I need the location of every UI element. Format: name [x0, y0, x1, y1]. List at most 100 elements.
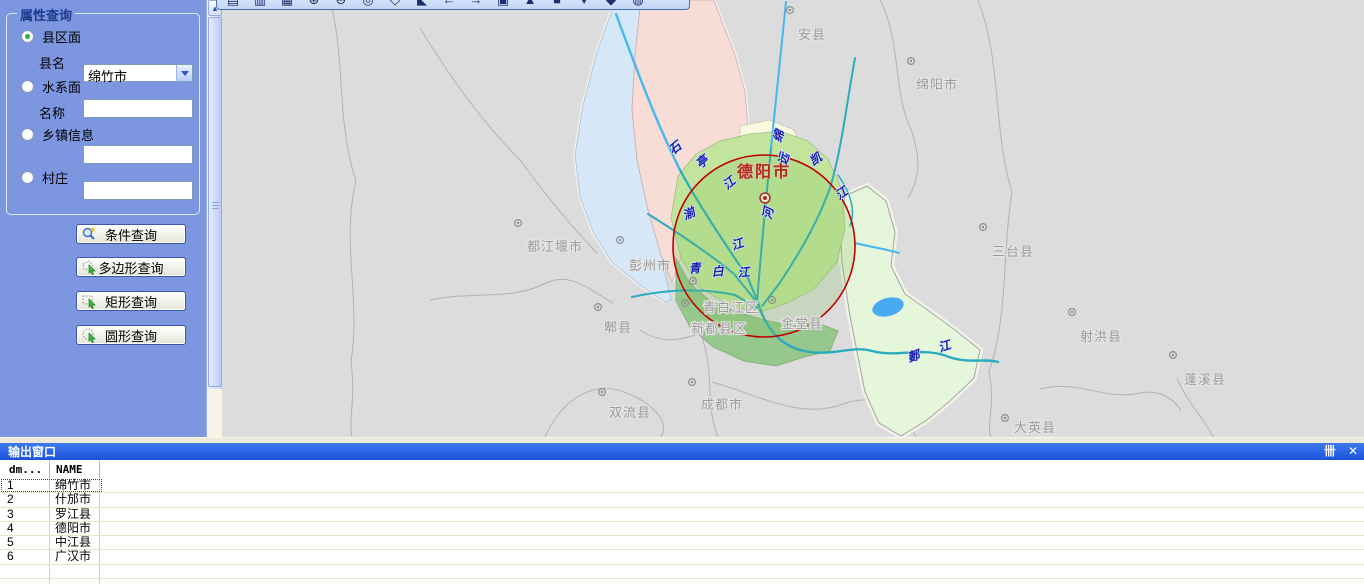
rect-select-icon [81, 293, 97, 309]
magnifier-query-icon [81, 226, 97, 242]
city-label: 成都市 [701, 397, 743, 412]
row-number: 1 [7, 478, 14, 492]
city-label: 金堂县 [781, 316, 823, 331]
city-marker-icon [687, 378, 696, 387]
zoom-out-icon[interactable]: ⊖ [333, 0, 349, 9]
result-region-south[interactable] [675, 257, 839, 367]
polygon-query-button[interactable]: 多边形查询 [76, 257, 186, 277]
print-icon[interactable]: ▼ [576, 0, 592, 9]
output-titlebar: 输出窗口 卌 ✕ [0, 443, 1364, 460]
circle-select-icon [81, 327, 97, 343]
circle-query-button[interactable]: 圆形查询 [76, 325, 186, 345]
town-input[interactable] [83, 145, 193, 164]
water-name-input[interactable] [83, 99, 193, 118]
identify-icon[interactable]: ▣ [495, 0, 511, 9]
selected-city-group: 德阳市 [737, 162, 789, 204]
prev-view-icon[interactable]: ← [441, 0, 457, 9]
output-title: 输出窗口 [8, 445, 57, 459]
table-row[interactable] [0, 579, 1364, 584]
city-label: 绵阳市 [916, 77, 958, 92]
table-row[interactable]: 5 中江县 [0, 535, 1364, 551]
condition-query-button[interactable]: 条件查询 [76, 224, 186, 244]
city-marker-icon [597, 388, 606, 397]
table-row[interactable]: 4 德阳市 [0, 521, 1364, 537]
table-row[interactable] [0, 565, 1364, 580]
table-row[interactable]: 6 广汉市 [0, 549, 1364, 565]
city-marker-icon [680, 299, 689, 308]
selection-focus-rect [1, 479, 102, 492]
output-window: 输出窗口 卌 ✕ dm... NAME 1 绵竹市 2 什邡市 3 罗江县 4 德阳市 5 中江县… [0, 443, 1364, 584]
radio-row-village[interactable]: 村庄 [21, 168, 68, 187]
city-marker-icon [785, 5, 794, 15]
save-icon[interactable]: ◆ [603, 0, 619, 9]
radio-row-county[interactable]: 县区面 [21, 27, 81, 46]
river-label: 青 [688, 261, 703, 276]
map-canvas[interactable]: 石亭江绵远河凯江湔江青白江郪江 安县 绵阳市 三台县 射洪县 蓬溪县 大英县 都江堰市 彭州市… [222, 0, 1364, 440]
row-name: 广汉市 [55, 549, 92, 564]
panel-scrollbar[interactable]: ▲ [206, 0, 222, 437]
city-markers [513, 5, 1177, 423]
city-label: 大英县 [1014, 420, 1056, 435]
grid-table-icon[interactable]: ▦ [279, 0, 295, 9]
condition-query-label: 条件查询 [104, 227, 157, 243]
combo-dropdown-button[interactable] [176, 65, 192, 81]
row-name: 绵竹市 [55, 478, 92, 492]
city-label: 双流县 [609, 405, 651, 420]
pan-hand-icon[interactable]: ◇ [387, 0, 403, 9]
circle-query-overlay[interactable] [672, 154, 856, 338]
zoom-in-icon[interactable]: ⊕ [306, 0, 322, 9]
city-label: 彭州市 [629, 258, 671, 273]
horizontal-splitter[interactable] [0, 437, 1364, 443]
map-toolbar: ▤ ▥ ▦ ⊕ ⊖ ◎ ◇ ◣ ← → ▣ ▲ ■ ▼ ◆ ◍ [216, 0, 690, 10]
table-header: dm... NAME [0, 463, 1364, 478]
row-number: 2 [7, 492, 14, 507]
ruler-grid-icon[interactable]: ▥ [252, 0, 268, 9]
city-marker-icon [767, 296, 776, 305]
county-name-combobox[interactable]: 绵竹市 [83, 64, 193, 84]
village-radio-label: 村庄 [42, 171, 69, 186]
city-marker-icon [615, 236, 624, 245]
column-header-dm[interactable]: dm... [9, 463, 43, 476]
city-label: 都江堰市 [527, 239, 583, 254]
river-label: 白 [711, 264, 725, 279]
table-row[interactable]: 1 绵竹市 [0, 478, 1364, 494]
refresh-icon[interactable]: ◍ [630, 0, 646, 9]
water-radio-label: 水系面 [42, 80, 82, 95]
scrollbar-thumb[interactable] [208, 17, 222, 387]
town-radio-label: 乡镇信息 [42, 128, 95, 143]
village-radio[interactable] [21, 171, 34, 184]
rect-query-button[interactable]: 矩形查询 [76, 291, 186, 311]
pin-icon[interactable]: 卌 [1323, 444, 1336, 458]
next-view-icon[interactable]: → [468, 0, 484, 9]
city-marker-icon [513, 219, 522, 228]
radio-row-town[interactable]: 乡镇信息 [21, 125, 94, 144]
select-arrow-icon[interactable]: ◣ [414, 0, 430, 9]
county-radio-label: 县区面 [42, 30, 82, 45]
water-radio[interactable] [21, 80, 34, 93]
close-icon[interactable]: ✕ [1347, 444, 1358, 458]
row-number: 5 [7, 535, 14, 550]
zoom-window-icon[interactable]: ◎ [360, 0, 376, 9]
map-svg: 石亭江绵远河凯江湔江青白江郪江 安县绵阳市三台县射洪县蓬溪县大英县都江堰市彭州市… [222, 0, 1364, 440]
column-header-name[interactable]: NAME [56, 463, 83, 476]
county-zhongjiang[interactable] [839, 185, 981, 437]
ruler-icon[interactable]: ▤ [225, 0, 241, 9]
city-label: 三台县 [992, 244, 1034, 259]
row-number: 3 [7, 506, 14, 521]
village-input[interactable] [83, 181, 193, 200]
row-name: 中江县 [55, 535, 92, 550]
table-row[interactable]: 3 罗江县 [0, 506, 1364, 522]
rect-query-label: 矩形查询 [104, 294, 157, 310]
radio-row-water[interactable]: 水系面 [21, 77, 81, 96]
table-row[interactable]: 2 什邡市 [0, 492, 1364, 508]
clear-selection-icon[interactable]: ▲ [522, 0, 538, 9]
city-marker-icon [688, 277, 697, 286]
layers-icon[interactable]: ■ [549, 0, 565, 9]
query-panel: 属性查询 县区面 县名 绵竹市 水系面 名称 乡镇信息 村庄 条件查询 [0, 0, 206, 437]
row-name: 什邡市 [55, 492, 92, 507]
output-table: dm... NAME 1 绵竹市 2 什邡市 3 罗江县 4 德阳市 5 中江县 6 广汉市 [0, 460, 1364, 584]
town-radio[interactable] [21, 128, 34, 141]
city-marker-icon [1067, 308, 1076, 317]
county-radio[interactable] [21, 30, 34, 43]
